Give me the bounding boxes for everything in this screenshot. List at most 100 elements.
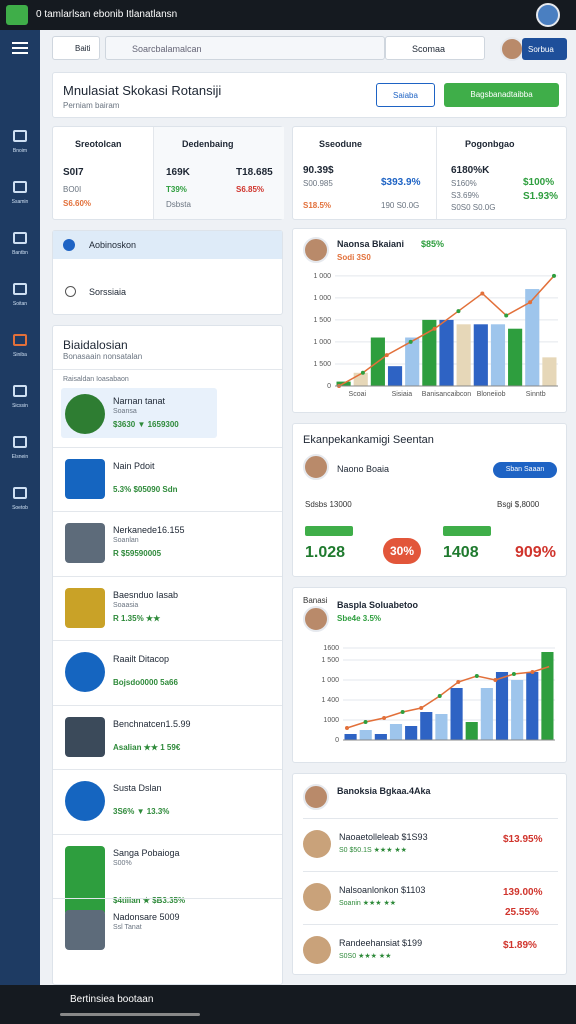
item-meta: Asalian ★★ 1 59€ [113,742,181,752]
bar [542,357,557,386]
y-tick-label: 1 500 [313,317,331,324]
line-point [552,273,556,278]
list-filter: Raisaldan Ioasabaon [63,376,129,383]
profile-button[interactable]: Sorbua [522,38,567,60]
avatar[interactable] [536,3,560,27]
stat-line: S6.60% [63,199,92,208]
divider [53,833,282,835]
promo-card: Ekanpekankamigi Seentan Naono Boaia Sban… [292,423,567,577]
stat-value: T18.685 [236,167,273,178]
item-sub: Soansa [113,408,137,415]
secondary-button[interactable]: Saiaba [376,83,435,107]
item-icon [65,394,105,434]
item-title: Nain Pdoit [113,460,155,471]
nav-icon[interactable] [13,232,27,244]
row-value: 139.00% [503,887,543,898]
progress-bar [443,526,491,536]
promo-button[interactable]: Sban Saaan [493,462,557,478]
chart-card: Naonsa Bkaiani $85% Sodi 3S0 0 1 500 1 000… [292,228,567,413]
item-meta: 3S6% ▼ 13.3% [113,807,170,816]
bar [526,672,539,740]
nav-label: Ssamin [11,199,29,205]
nav-icon[interactable] [13,334,27,346]
bar [465,722,478,740]
list-subtitle: Bonasaain nonsatalan [63,352,143,361]
item-title: Nadonsare 5009 [113,912,180,922]
stat-half: Dedenbaing 169K T18.685 T39% S6.85% Dsbs… [153,127,284,219]
bar [450,688,463,740]
promo-value: 1408 [443,544,479,561]
item-meta: $3630 ▼ 1659300 [113,420,179,429]
x-tick-label: Bloneiiob [477,391,506,398]
nav-icon[interactable] [13,385,27,397]
y-tick-label: 1 000 [313,295,331,302]
nav-label: Elsnein [11,454,29,460]
line-point [456,309,461,314]
item-icon [65,781,105,821]
item-sub: Soanlan [113,537,139,544]
bar [480,688,493,740]
divider [303,818,558,819]
nav-icon[interactable] [13,436,27,448]
bar [389,724,403,740]
y-tick-label: 1 000 [313,273,331,280]
item-meta: R $59590005 [113,549,162,558]
status-bar: 0 tamlarlsan ebonib Itlanatlansn [0,0,576,30]
line-point [437,694,442,698]
divider [53,769,282,770]
stat-card: Sreotolcan S0I7 BO0I S6.60% Dedenbaing 1… [52,126,284,220]
nav-icon[interactable] [13,487,27,499]
line-point [549,664,553,668]
x-tick-label: Scoai [349,391,367,398]
menu-button[interactable]: Baiti [52,36,100,60]
chart-subtitle: Sodi 3S0 [337,253,371,262]
bar [508,328,523,386]
line-point [456,680,461,684]
promo-title: Ekanpekankamigi Seentan [303,434,434,446]
stat-line: T39% [166,185,187,194]
y-tick-label: 1600 [323,645,339,652]
x-tick-label: Sinntb [526,391,546,398]
line-point [345,726,349,730]
row-title: Naoaetolleleab $1S93 [339,832,428,842]
bar [374,734,387,740]
primary-button[interactable]: Bagsbanadtaibba [444,83,559,107]
line-point [363,720,368,724]
nav-icon[interactable] [13,283,27,295]
stat-half: Pogonbgao 6180%K S160% $100% S3.69% S1.9… [436,127,567,219]
ranking-title: Banoksia Bgkaa.4Aka [337,786,431,796]
line-point [382,716,387,720]
ranking-card: Banoksia Bgkaa.4Aka Naoaetolleleab $1S93… [292,773,567,975]
item-title: Baesnduo Iasab [113,589,179,600]
avatar [303,883,331,911]
item-meta: 5.3% $05090 Sdn [113,484,178,494]
avatar [303,936,331,964]
row-title: Randeehansiat $199 [339,938,423,948]
scope-dropdown[interactable]: Scomaa [385,36,485,60]
bar [405,726,418,740]
accordion: Aobinoskon Sorssiaia [52,230,283,315]
y-tick-label: 1000 [323,717,339,724]
search-input[interactable]: Soarcbalamalcan [105,36,385,60]
stat-line: BO0I [63,185,82,194]
radio[interactable] [65,286,76,297]
status-title: 0 tamlarlsan ebonib Itlanatlansn [36,9,178,20]
accordion-header[interactable] [53,231,282,259]
line-point [360,370,365,375]
nav-icon[interactable] [13,130,27,142]
chart-card: Banasi Baspla Soluabetoo Sbe4e 3.5% 0 100… [292,587,567,763]
divider [53,575,282,577]
menu-icon[interactable] [12,42,28,44]
stat-line: S18.5% [303,201,332,210]
y-tick-label: 1 400 [321,697,339,704]
bar [439,319,454,386]
bottom-title: Bertinsiea bootaan [70,994,154,1005]
promo-label: Bsgi $,8000 [497,500,540,509]
nav-icon[interactable] [13,181,27,193]
chart-title-value: $85% [421,239,445,249]
stat-label: Sseodune [319,139,363,149]
chart-title: Naonsa Bkaiani [337,239,405,249]
nav-label: Siniba [13,352,27,358]
item-sub: Soaasia [113,601,139,609]
bottom-bar: Bertinsiea bootaan [0,985,576,1024]
